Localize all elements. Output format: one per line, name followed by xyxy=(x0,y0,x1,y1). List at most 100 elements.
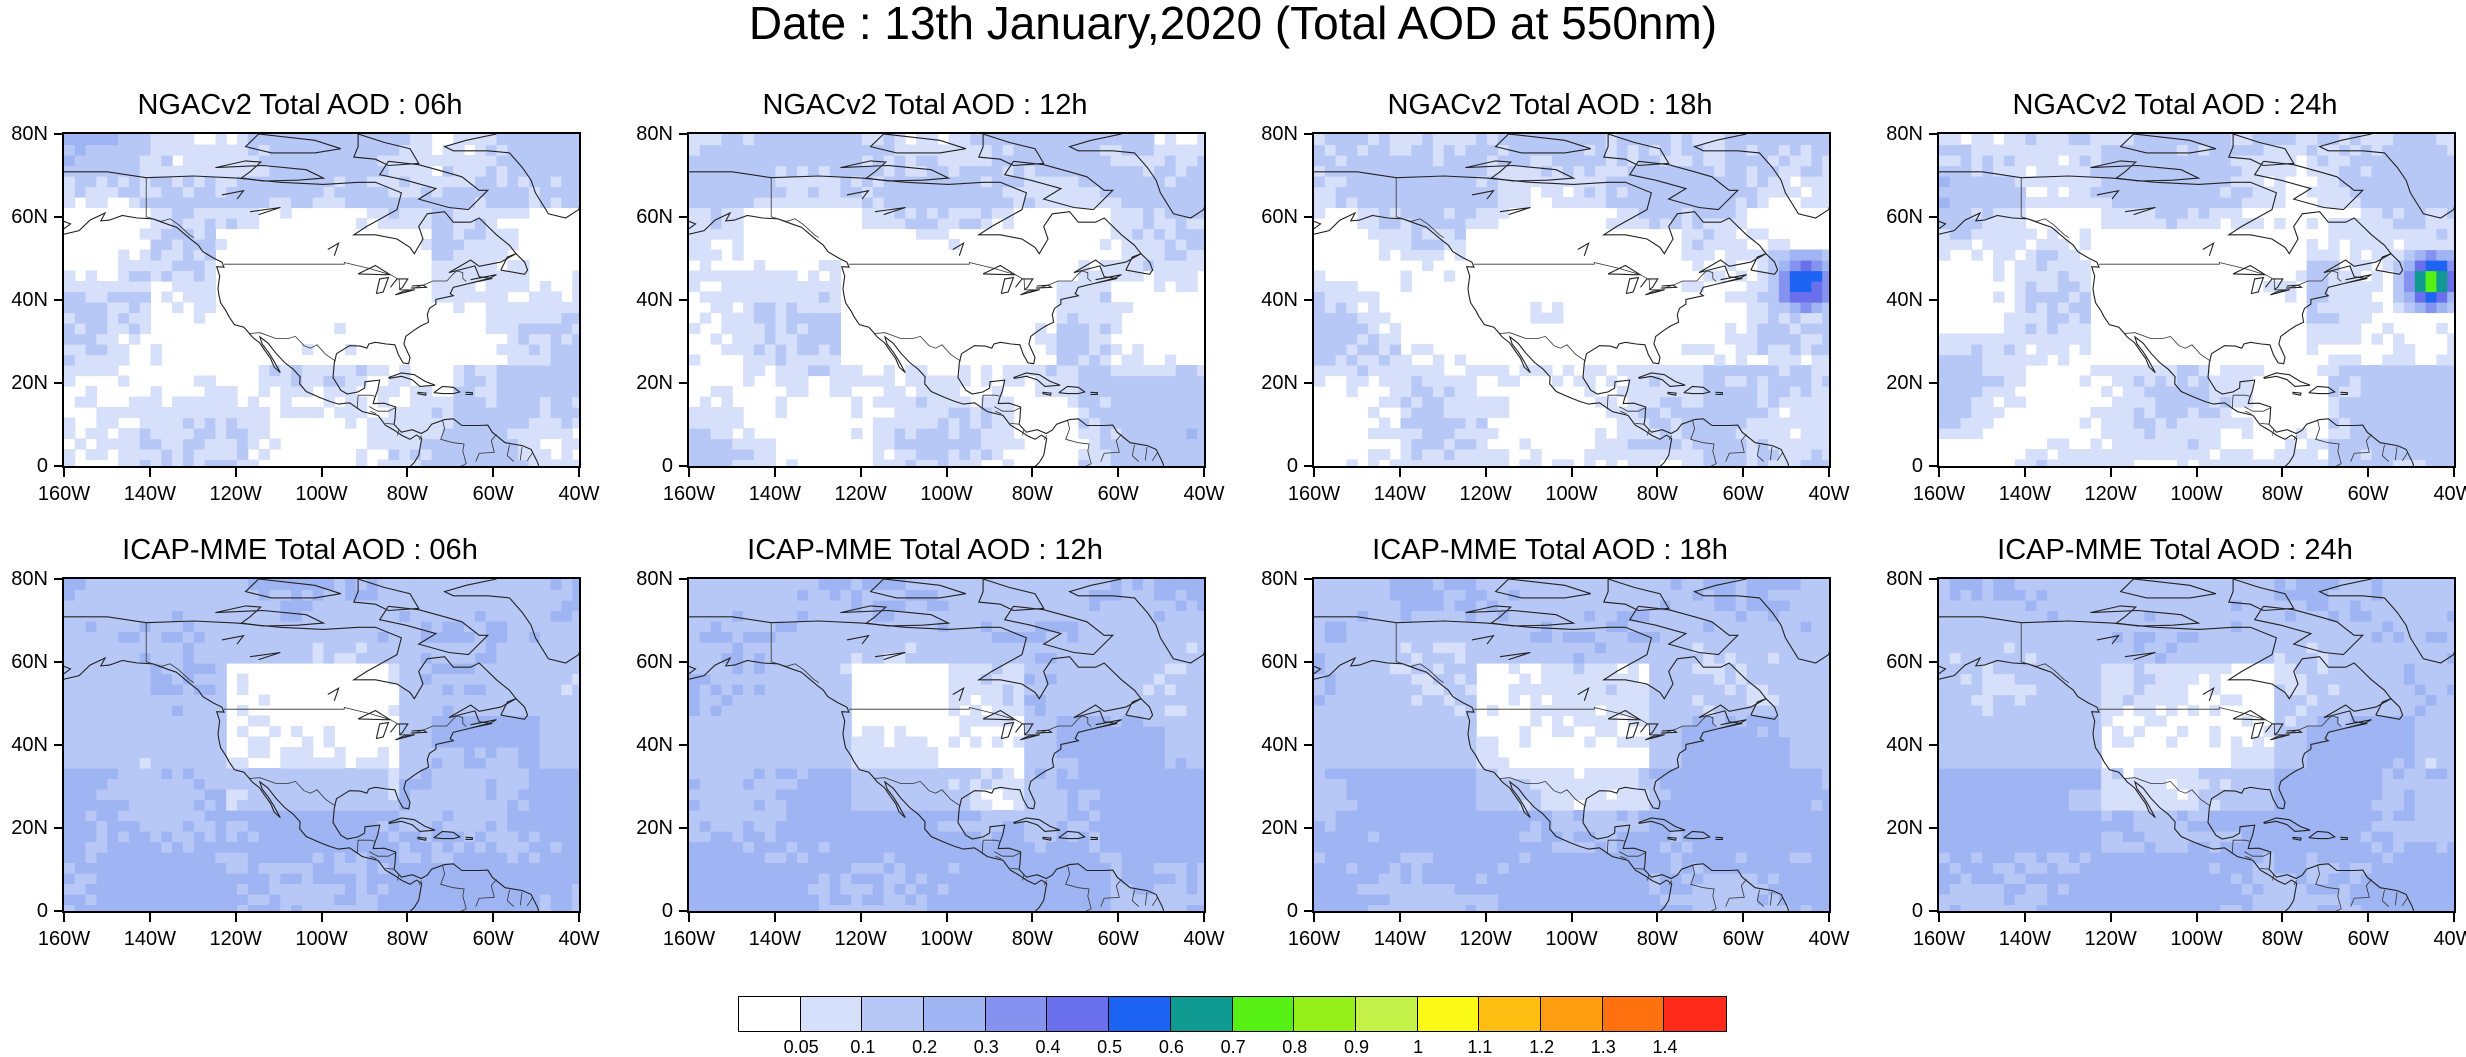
lon-tick-label: 120W xyxy=(831,929,891,949)
lat-tick-label: 0 xyxy=(1875,456,1923,476)
lat-tick-label: 40N xyxy=(625,735,673,755)
lon-tick-label: 100W xyxy=(917,929,977,949)
lat-tick-label: 0 xyxy=(625,456,673,476)
colorbar-swatch xyxy=(1418,997,1480,1031)
lon-tick-label: 60W xyxy=(1713,929,1773,949)
lat-tick-label: 40N xyxy=(1250,735,1298,755)
lon-tick-label: 80W xyxy=(377,484,437,504)
colorbar-swatch xyxy=(1664,997,1726,1031)
lat-tick-label: 80N xyxy=(0,124,48,144)
panel-title: ICAP-MME Total AOD : 06h xyxy=(0,535,600,565)
lat-tick-label: 0 xyxy=(625,901,673,921)
aod-field-map xyxy=(64,134,581,468)
lon-tick-label: 120W xyxy=(206,484,266,504)
lon-tick-label: 40W xyxy=(549,929,609,949)
panel-title: ICAP-MME Total AOD : 24h xyxy=(1875,535,2466,565)
colorbar-swatch xyxy=(739,997,801,1031)
lat-tick-label: 40N xyxy=(0,735,48,755)
lon-tick-label: 140W xyxy=(1995,484,2055,504)
colorbar-label: 1.3 xyxy=(1573,1038,1633,1056)
colorbar-label: 0.1 xyxy=(833,1038,893,1056)
lon-tick-label: 120W xyxy=(831,484,891,504)
lon-tick-label: 160W xyxy=(34,484,94,504)
lon-tick-label: 40W xyxy=(2424,484,2466,504)
lon-tick-label: 100W xyxy=(2167,484,2227,504)
aod-field-map xyxy=(1939,134,2456,468)
lat-tick-label: 40N xyxy=(625,290,673,310)
panel-title: NGACv2 Total AOD : 24h xyxy=(1875,90,2466,120)
lon-tick-label: 160W xyxy=(1909,484,1969,504)
lon-tick-label: 80W xyxy=(1627,929,1687,949)
lat-tick-label: 20N xyxy=(0,373,48,393)
colorbar-label: 0.9 xyxy=(1327,1038,1387,1056)
lon-tick-label: 140W xyxy=(120,929,180,949)
lon-tick-label: 80W xyxy=(1627,484,1687,504)
colorbar-swatch xyxy=(801,997,863,1031)
lon-tick-label: 120W xyxy=(206,929,266,949)
map-plot-area xyxy=(1312,577,1831,913)
aod-field-map xyxy=(1314,134,1831,468)
lon-tick-label: 60W xyxy=(1088,929,1148,949)
lat-tick-label: 80N xyxy=(1875,569,1923,589)
lat-tick-label: 20N xyxy=(1875,373,1923,393)
lon-tick-label: 120W xyxy=(2081,929,2141,949)
lat-tick-label: 60N xyxy=(0,207,48,227)
panel-title: NGACv2 Total AOD : 12h xyxy=(625,90,1225,120)
colorbar-label: 0.6 xyxy=(1141,1038,1201,1056)
lat-tick-label: 60N xyxy=(625,652,673,672)
lon-tick-label: 60W xyxy=(463,484,523,504)
colorbar-swatch xyxy=(1171,997,1233,1031)
colorbar-label: 0.05 xyxy=(771,1038,831,1056)
lat-tick-label: 80N xyxy=(625,569,673,589)
colorbar-label: 0.7 xyxy=(1203,1038,1263,1056)
lat-tick-label: 60N xyxy=(1250,207,1298,227)
colorbar-swatch xyxy=(1294,997,1356,1031)
lat-tick-label: 60N xyxy=(1250,652,1298,672)
colorbar-swatch xyxy=(1541,997,1603,1031)
lon-tick-label: 140W xyxy=(1995,929,2055,949)
lon-tick-label: 80W xyxy=(377,929,437,949)
lat-tick-label: 80N xyxy=(625,124,673,144)
lon-tick-label: 60W xyxy=(2338,929,2398,949)
lon-tick-label: 40W xyxy=(1174,484,1234,504)
lon-tick-label: 120W xyxy=(1456,929,1516,949)
lat-tick-label: 0 xyxy=(1250,456,1298,476)
colorbar-label: 0.2 xyxy=(895,1038,955,1056)
lat-tick-label: 20N xyxy=(625,373,673,393)
map-plot-area xyxy=(1937,132,2456,468)
lon-tick-label: 140W xyxy=(1370,929,1430,949)
colorbar-swatch xyxy=(1356,997,1418,1031)
lat-tick-label: 20N xyxy=(1250,373,1298,393)
colorbar-label: 1.1 xyxy=(1450,1038,1510,1056)
map-plot-area xyxy=(62,132,581,468)
lat-tick-label: 80N xyxy=(1250,124,1298,144)
colorbar-swatch xyxy=(1047,997,1109,1031)
lon-tick-label: 100W xyxy=(1542,484,1602,504)
map-plot-area xyxy=(1937,577,2456,913)
lat-tick-label: 40N xyxy=(1250,290,1298,310)
lon-tick-label: 100W xyxy=(1542,929,1602,949)
map-plot-area xyxy=(62,577,581,913)
lat-tick-label: 0 xyxy=(0,901,48,921)
lat-tick-label: 80N xyxy=(0,569,48,589)
map-plot-area xyxy=(1312,132,1831,468)
map-plot-area xyxy=(687,577,1206,913)
colorbar xyxy=(738,996,1727,1032)
aod-field-map xyxy=(689,579,1206,913)
lon-tick-label: 160W xyxy=(659,929,719,949)
lon-tick-label: 100W xyxy=(292,929,352,949)
lon-tick-label: 60W xyxy=(1713,484,1773,504)
lon-tick-label: 160W xyxy=(659,484,719,504)
lat-tick-label: 20N xyxy=(1250,818,1298,838)
lon-tick-label: 60W xyxy=(463,929,523,949)
lon-tick-label: 100W xyxy=(917,484,977,504)
lon-tick-label: 80W xyxy=(1002,484,1062,504)
panel-title: ICAP-MME Total AOD : 18h xyxy=(1250,535,1850,565)
lat-tick-label: 20N xyxy=(0,818,48,838)
